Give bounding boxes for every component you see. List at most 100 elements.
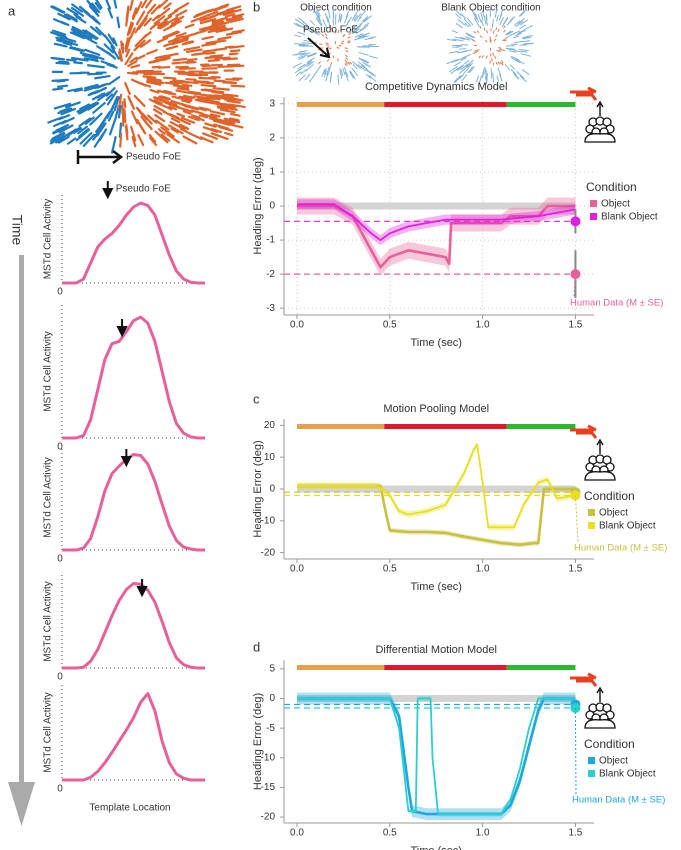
- heading-symbol: [570, 86, 598, 101]
- flow-vector: [171, 95, 188, 102]
- flow-vector: [198, 114, 209, 119]
- flow-vector: [292, 52, 301, 56]
- flow-vector: [109, 118, 117, 136]
- observer-body: [584, 719, 616, 729]
- flow-vector: [325, 73, 329, 82]
- flow-vector: [368, 70, 377, 77]
- flow-vector: [79, 132, 93, 145]
- flow-vector: [164, 130, 175, 138]
- flow-vector: [327, 64, 332, 75]
- flow-vector: [461, 37, 471, 41]
- flow-vector: [137, 81, 152, 88]
- flow-vector: [522, 34, 533, 39]
- flow-vector: [197, 99, 215, 105]
- flow-vector: [56, 34, 68, 40]
- flow-vector: [509, 50, 517, 53]
- flow-vector: [182, 103, 199, 110]
- y-tick-label: 0: [269, 484, 275, 495]
- flow-vector: [143, 31, 152, 39]
- flow-vector: [450, 67, 459, 74]
- flow-vector: [315, 10, 321, 19]
- flow-vector: [519, 11, 525, 17]
- flow-vector: [123, 98, 127, 109]
- flow-vector: [315, 7, 321, 17]
- legend-title: Condition: [584, 489, 635, 503]
- flow-vector: [184, 23, 195, 29]
- flow-vector: [212, 87, 231, 91]
- flow-vector: [131, 135, 137, 148]
- flow-vector: [460, 63, 469, 71]
- flow-vector: [337, 30, 340, 34]
- flow-vector: [113, 0, 118, 9]
- flow-vector: [301, 42, 313, 45]
- flow-vector: [92, 101, 106, 114]
- flow-vector: [170, 127, 179, 134]
- activity-curve: [62, 453, 205, 552]
- flow-vector: [297, 56, 306, 60]
- flow-vector: [159, 22, 169, 30]
- flow-vector: [92, 130, 101, 141]
- flow-vector: [216, 105, 227, 109]
- observer-icon: [570, 86, 616, 143]
- flow-vector: [145, 49, 158, 55]
- series-line: [297, 203, 576, 241]
- flow-vector: [129, 0, 134, 11]
- x-axis-label: Time (sec): [410, 845, 462, 850]
- flow-vector: [340, 69, 344, 77]
- flow-vector: [362, 61, 371, 68]
- flow-vector: [147, 114, 158, 124]
- flow-vector: [211, 18, 224, 24]
- flow-vector: [156, 37, 169, 44]
- flow-vector: [466, 17, 474, 26]
- flow-vector: [517, 29, 526, 35]
- flow-vector: [71, 3, 84, 13]
- panel-label: c: [253, 391, 260, 406]
- flow-vector: [520, 53, 532, 57]
- flow-vector: [514, 40, 524, 44]
- flow-vector: [505, 47, 515, 50]
- flow-vector: [56, 39, 71, 45]
- flow-vector: [52, 18, 67, 25]
- flow-vector: [104, 34, 116, 50]
- flow-vector: [326, 66, 330, 76]
- flow-vector: [113, 96, 120, 112]
- flow-vector: [501, 18, 508, 28]
- flow-vector: [467, 66, 474, 74]
- flow-vector: [499, 61, 502, 65]
- flow-vector: [76, 106, 88, 113]
- flow-vector: [90, 54, 105, 61]
- flow-vector: [116, 16, 121, 29]
- flow-vector: [301, 20, 308, 26]
- flow-vector: [127, 95, 136, 110]
- flow-vector: [458, 48, 466, 50]
- x-tick-label: 1.5: [568, 320, 582, 331]
- flow-vector: [298, 74, 306, 82]
- flow-vector: [68, 46, 84, 53]
- flow-vector: [354, 23, 363, 30]
- flow-vector: [326, 16, 331, 28]
- flow-vector: [205, 96, 221, 101]
- flow-vector: [344, 47, 348, 49]
- flow-vector: [204, 10, 219, 18]
- flow-vector: [77, 125, 88, 135]
- flow-vector: [475, 75, 480, 83]
- flow-vector: [460, 12, 467, 20]
- flow-vector: [181, 83, 193, 87]
- flow-vector: [57, 135, 70, 144]
- legend-title: Condition: [584, 737, 635, 751]
- flow-vector: [94, 74, 111, 80]
- flow-vector: [100, 60, 116, 67]
- flow-vector: [476, 49, 480, 52]
- flow-vector: [94, 1, 102, 11]
- flow-vector: [65, 58, 77, 62]
- flow-vector: [84, 48, 101, 56]
- foe-arrow: [136, 579, 148, 598]
- flow-vector: [190, 114, 201, 119]
- flow-vector: [305, 64, 314, 72]
- flow-vector: [170, 19, 180, 25]
- legend-swatch: [588, 509, 595, 516]
- x-tick-label: 0.0: [290, 564, 304, 575]
- flow-vector: [363, 15, 372, 23]
- flow-vector: [467, 62, 474, 69]
- x-axis-label: Time (sec): [410, 337, 462, 349]
